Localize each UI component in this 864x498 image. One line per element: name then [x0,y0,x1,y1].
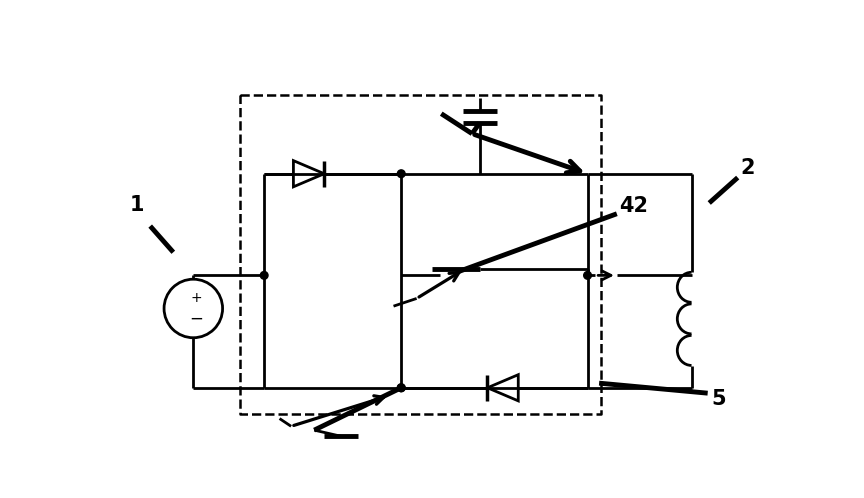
Text: 42: 42 [619,196,648,216]
Text: 2: 2 [740,157,755,178]
Circle shape [397,384,405,391]
Text: 1: 1 [130,195,144,215]
Text: +: + [191,291,202,305]
Circle shape [584,271,592,279]
Circle shape [397,170,405,178]
Text: 5: 5 [711,388,726,408]
Text: −: − [189,309,203,328]
Circle shape [260,271,268,279]
Circle shape [397,384,405,391]
